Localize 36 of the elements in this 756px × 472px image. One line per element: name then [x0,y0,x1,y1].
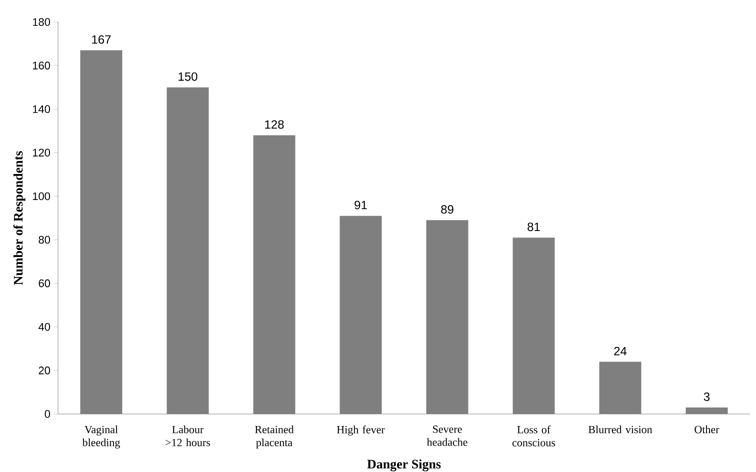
x-tick-label: Loss of conscious [512,426,556,446]
y-tick-label: 0 [44,410,50,418]
y-tick-label: 40 [38,322,50,331]
bar [166,87,209,414]
x-tick-label: Severe headache [426,426,468,446]
y-tick-label: 120 [32,148,50,157]
y-tick-label: 180 [32,18,50,26]
bar [80,50,122,414]
y-axis-title: Number of Respondents [13,151,26,285]
y-tick-label: 80 [38,236,50,244]
data-label: 167 [92,35,111,44]
x-tick-label: Blurred vision [588,426,652,434]
bar [253,135,296,414]
bar [686,407,728,414]
x-tick-label: High fever [336,426,385,436]
x-tick-label: Vaginal bleeding [82,426,120,449]
x-tick-label: Labour >12 hours [166,426,210,446]
data-label: 81 [528,222,540,232]
x-tick-label: Other [694,426,720,434]
bar [426,220,468,414]
y-tick-label: 140 [32,105,50,114]
data-label: 89 [441,205,454,214]
bar [599,362,642,414]
x-tick-label: Retained placenta [255,426,294,448]
data-label: 91 [354,200,367,210]
data-label: 128 [265,120,284,129]
y-tick-label: 100 [32,192,50,200]
y-tick-label: 20 [38,366,50,374]
data-label: 3 [704,392,710,401]
data-label: 24 [614,346,627,356]
bar [512,238,555,414]
x-axis-title: Danger Signs [367,459,441,472]
bar [340,216,382,414]
y-tick-label: 60 [38,279,50,288]
y-tick-label: 160 [32,62,50,70]
data-label: 150 [178,72,198,81]
